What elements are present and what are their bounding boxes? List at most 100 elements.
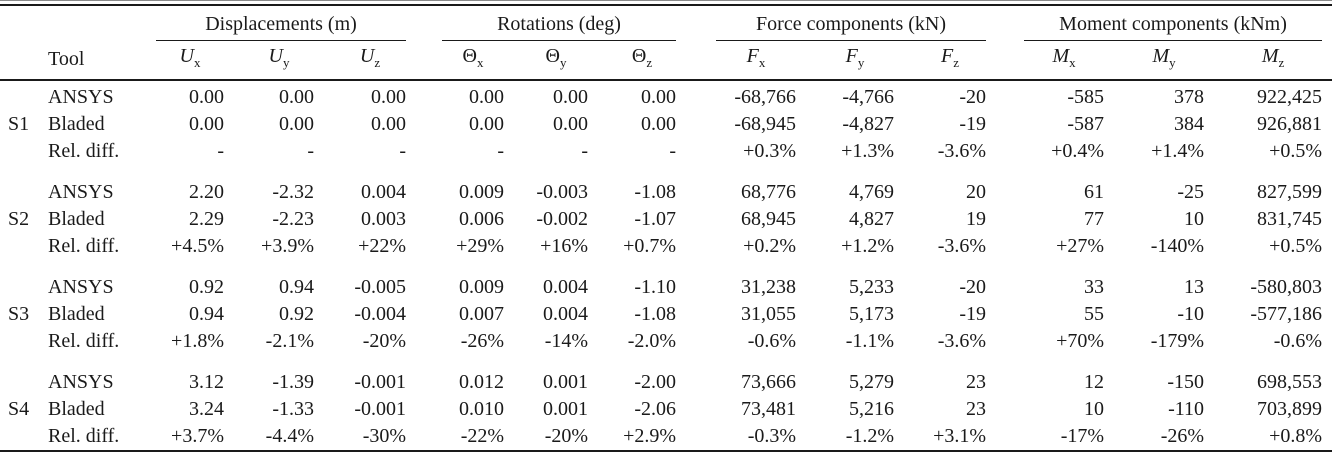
value-cell: -19 (959, 303, 987, 325)
value-cell: -0.6% (1273, 330, 1323, 352)
column-gap (996, 5, 1014, 41)
component-column-header: Θx (432, 41, 515, 81)
table-row: S1 ANSYS 0.00 0.00 0.00 0.00 0.00 0.00 -68,766 -4… (0, 80, 1332, 135)
value-cell: -580,803 (1250, 276, 1323, 298)
symbol-subscript: z (374, 55, 381, 70)
value-cell: 5,173 (849, 303, 895, 325)
corner-cell (0, 5, 46, 41)
column-gap (996, 328, 1014, 355)
value-cell: 378 (1174, 86, 1205, 108)
value-cell: +4.5% (171, 235, 224, 257)
value-cell: +0.5% (1269, 140, 1323, 162)
value-cell: 0.009 (459, 276, 505, 298)
value-cell: +0.3% (743, 140, 797, 162)
column-gap (996, 301, 1014, 328)
column-gap (686, 5, 706, 41)
column-gap (686, 301, 706, 328)
group-header-row: Displacements (m) Rotations (deg) Force co… (0, 5, 1332, 41)
value-cell: -0.6% (747, 330, 797, 352)
value-cell: 13 (1184, 276, 1205, 298)
column-gap (416, 260, 432, 301)
value-cell: 4,769 (849, 181, 895, 203)
symbol-base: M (1261, 45, 1279, 67)
value-cell: -0.004 (354, 303, 407, 325)
symbol-subscript: y (857, 55, 865, 70)
value-cell: 0.94 (189, 303, 224, 325)
value-cell: 831,745 (1257, 208, 1323, 230)
table-row: Bladed 2.29 -2.23 0.003 0.006 -0.002 -1.07 68,9… (0, 206, 1332, 233)
component-column-header: Θy (514, 41, 599, 81)
column-gap (686, 111, 706, 138)
value-cell: +2.9% (623, 425, 677, 447)
column-gap (686, 206, 706, 233)
value-cell: 0.003 (361, 208, 407, 230)
component-column-header: Fy (806, 41, 905, 81)
value-cell: -140% (1150, 235, 1205, 257)
value-cell: +0.8% (1269, 425, 1323, 447)
results-table: Displacements (m) Rotations (deg) Force co… (0, 4, 1332, 452)
load-case-label: S4 (8, 398, 30, 420)
value-cell: -14% (544, 330, 589, 352)
group-header: Moment components (kNm) (1014, 5, 1332, 41)
column-gap (686, 138, 706, 165)
load-case-label: S1 (8, 113, 30, 135)
corner-cell (46, 5, 146, 41)
value-cell: 23 (966, 371, 987, 393)
value-cell: 0.006 (459, 208, 505, 230)
value-cell: -0.003 (536, 181, 589, 203)
value-cell: -20% (544, 425, 589, 447)
table-body: S1 ANSYS 0.00 0.00 0.00 0.00 0.00 0.00 -68,766 -4… (0, 80, 1332, 451)
value-cell: 0.001 (543, 371, 589, 393)
column-gap (416, 301, 432, 328)
symbol-base: F (845, 45, 858, 67)
value-cell: 0.00 (553, 113, 589, 135)
column-gap (416, 41, 433, 81)
symbol-base: F (746, 45, 759, 67)
symbol-subscript: y (282, 55, 290, 70)
value-cell: 61 (1084, 181, 1105, 203)
value-cell: +0.7% (623, 235, 677, 257)
group-header: Rotations (deg) (432, 5, 686, 41)
component-column-header: Ux (146, 41, 234, 81)
value-cell: 77 (1084, 208, 1105, 230)
value-cell: 0.004 (361, 181, 407, 203)
column-gap (686, 80, 706, 111)
value-cell: +0.2% (743, 235, 797, 257)
value-cell: -3.6% (937, 330, 987, 352)
symbol-subscript: y (559, 55, 567, 70)
value-cell: 0.00 (641, 113, 677, 135)
value-cell: 2.20 (189, 181, 224, 203)
column-gap (686, 41, 707, 81)
value-cell: 0.00 (189, 86, 224, 108)
column-gap (686, 233, 706, 260)
group-header-label: Displacements (m) (156, 11, 407, 41)
symbol-subscript: x (193, 55, 201, 70)
column-gap (416, 233, 432, 260)
component-column-header: Fx (706, 41, 807, 81)
value-cell: -1.39 (272, 371, 314, 393)
value-cell: -0.3% (747, 425, 797, 447)
value-cell: -4,827 (842, 113, 895, 135)
symbol-base: Θ (631, 45, 647, 67)
value-cell: 68,776 (741, 181, 797, 203)
value-cell: 0.00 (279, 86, 314, 108)
value-cell: -20 (959, 276, 987, 298)
tool-cell: ANSYS (48, 181, 114, 203)
value-cell: +3.7% (171, 425, 224, 447)
column-gap (416, 206, 432, 233)
group-header: Force components (kN) (706, 5, 996, 41)
value-cell: -585 (1067, 86, 1105, 108)
value-cell: -2.0% (627, 330, 677, 352)
column-gap (416, 355, 432, 396)
value-cell: 0.92 (189, 276, 224, 298)
tool-cell: Rel. diff. (48, 235, 120, 257)
value-cell: -110 (1168, 398, 1205, 420)
value-cell: 5,216 (849, 398, 895, 420)
value-cell: 384 (1174, 113, 1205, 135)
value-cell: +27% (1056, 235, 1105, 257)
component-column-header: Fz (904, 41, 997, 81)
value-cell: -1.1% (845, 330, 895, 352)
value-cell: - (497, 140, 505, 162)
value-cell: 0.00 (469, 113, 505, 135)
column-gap (686, 396, 706, 423)
